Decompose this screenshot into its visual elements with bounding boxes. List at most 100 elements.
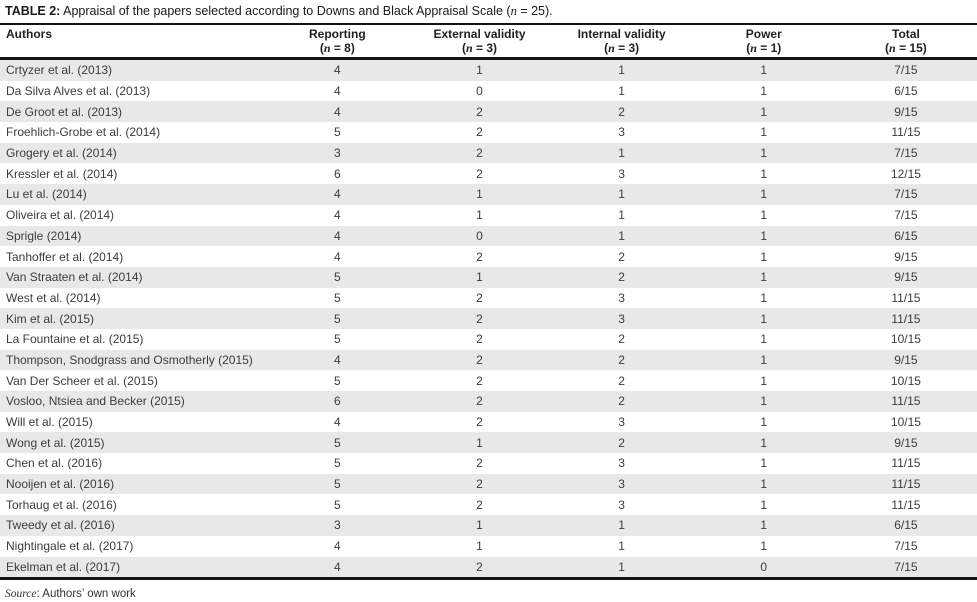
author-cell: Tweedy et al. (2016): [6, 518, 115, 533]
table-row: West et al. (2014) 5 2 3 1 11/15: [0, 287, 977, 309]
table-row: Van Der Scheer et al. (2015) 5 2 2 1 10/…: [0, 370, 977, 391]
internal-validity-cell: 2: [618, 104, 625, 119]
total-cell: 7/15: [894, 146, 918, 161]
power-cell: 1: [760, 539, 768, 554]
external-validity-cell: 2: [476, 415, 483, 430]
reporting-cell: 5: [333, 373, 341, 388]
reporting-cell: 4: [333, 84, 341, 99]
author-cell: Grogery et al. (2014): [6, 146, 117, 161]
external-validity-cell: 1: [476, 187, 483, 202]
external-validity-cell: 2: [476, 290, 483, 305]
reporting-cell: 5: [333, 477, 341, 492]
power-cell: 1: [760, 228, 768, 243]
reporting-cell: 6: [333, 166, 341, 181]
column-header-external-validity: External validity (n = 3): [408, 25, 551, 60]
reporting-cell: 4: [333, 63, 341, 78]
column-header-sub: (n = 3): [461, 40, 497, 55]
external-validity-cell: 2: [476, 104, 483, 119]
table-row: De Groot et al. (2013) 4 2 2 1 9/15: [0, 101, 977, 123]
table-row: Da Silva Alves et al. (2013) 4 0 1 1 6/1…: [0, 80, 977, 102]
author-cell: De Groot et al. (2013): [6, 104, 123, 119]
reporting-cell: 3: [333, 146, 341, 161]
total-cell: 12/15: [890, 166, 921, 181]
table-row: Tweedy et al. (2016) 3 1 1 1 6/15: [0, 515, 977, 536]
total-cell: 11/15: [891, 311, 921, 326]
column-header-sub: (n = 8): [319, 40, 355, 55]
internal-validity-cell: 1: [618, 63, 625, 78]
author-cell: Will et al. (2015): [6, 415, 93, 430]
reporting-cell: 5: [333, 332, 341, 347]
reporting-cell: 5: [333, 270, 341, 285]
power-cell: 1: [760, 415, 768, 430]
author-cell: Chen et al. (2016): [6, 456, 103, 471]
external-validity-cell: 2: [476, 311, 483, 326]
table-row: Thompson, Snodgrass and Osmotherly (2015…: [0, 349, 977, 371]
power-cell: 1: [760, 146, 768, 161]
internal-validity-cell: 2: [618, 435, 625, 450]
external-validity-cell: 2: [476, 394, 483, 409]
table-row: Nooijen et al. (2016) 5 2 3 1 11/15: [0, 473, 977, 495]
total-cell: 6/15: [894, 228, 918, 243]
power-cell: 1: [760, 456, 768, 471]
internal-validity-cell: 1: [618, 228, 625, 243]
author-cell: Kim et al. (2015): [6, 311, 95, 326]
internal-validity-cell: 2: [618, 394, 625, 409]
external-validity-cell: 2: [476, 456, 483, 471]
external-validity-cell: 2: [476, 373, 483, 388]
column-header-internal-validity: Internal validity (n = 3): [550, 25, 693, 60]
table-row: Crtyzer et al. (2013) 4 1 1 1 7/15: [0, 58, 977, 81]
internal-validity-cell: 1: [618, 539, 625, 554]
reporting-cell: 5: [333, 290, 341, 305]
reporting-cell: 4: [333, 208, 341, 223]
total-cell: 7/15: [894, 208, 918, 223]
internal-validity-cell: 3: [618, 497, 625, 512]
total-cell: 11/15: [891, 456, 921, 471]
author-cell: Crtyzer et al. (2013): [6, 63, 113, 78]
power-cell: 1: [760, 166, 768, 181]
table-row: Oliveira et al. (2014) 4 1 1 1 7/15: [0, 204, 977, 226]
internal-validity-cell: 3: [618, 166, 625, 181]
external-validity-cell: 2: [476, 166, 483, 181]
external-validity-cell: 2: [476, 146, 483, 161]
table-row: Grogery et al. (2014) 3 2 1 1 7/15: [0, 142, 977, 164]
appraisal-table: Authors Reporting (n = 8) External valid…: [0, 25, 977, 581]
total-cell: 9/15: [894, 435, 918, 450]
total-cell: 6/15: [894, 84, 918, 99]
power-cell: 1: [760, 290, 768, 305]
external-validity-cell: 1: [476, 63, 483, 78]
table-row: Vosloo, Ntsiea and Becker (2015) 6 2 2 1…: [0, 391, 977, 412]
power-cell: 1: [760, 63, 768, 78]
external-validity-cell: 2: [476, 352, 483, 367]
table-title-n: n: [510, 4, 517, 18]
column-header-label: Power: [745, 27, 782, 41]
power-cell: 1: [760, 270, 768, 285]
table-row: Van Straaten et al. (2014) 5 1 2 1 9/15: [0, 266, 977, 288]
column-header-power: Power (n = 1): [692, 25, 835, 60]
author-cell: Van Straaten et al. (2014): [6, 270, 143, 285]
table-row: Torhaug et al. (2016) 5 2 3 1 11/15: [0, 494, 977, 516]
internal-validity-cell: 3: [618, 290, 625, 305]
reporting-cell: 5: [333, 497, 341, 512]
total-cell: 11/15: [891, 477, 921, 492]
reporting-cell: 4: [333, 187, 341, 202]
internal-validity-cell: 2: [618, 332, 625, 347]
total-cell: 11/15: [891, 394, 921, 409]
table-row: Tanhoffer et al. (2014) 4 2 2 1 9/15: [0, 246, 977, 267]
column-header-label: External validity: [433, 27, 526, 41]
source-label: Source: [5, 588, 37, 601]
internal-validity-cell: 2: [618, 352, 625, 367]
column-header-sub: (n = 3): [604, 40, 640, 55]
power-cell: 1: [760, 352, 768, 367]
reporting-cell: 5: [333, 311, 341, 326]
reporting-cell: 6: [333, 394, 341, 409]
external-validity-cell: 2: [476, 249, 483, 264]
table-row: La Fountaine et al. (2015) 5 2 2 1 10/15: [0, 328, 977, 350]
reporting-cell: 5: [333, 456, 341, 471]
total-cell: 7/15: [894, 187, 918, 202]
total-cell: 9/15: [894, 270, 918, 285]
total-cell: 9/15: [894, 352, 918, 367]
internal-validity-cell: 2: [618, 270, 625, 285]
author-cell: Nooijen et al. (2016): [6, 477, 115, 492]
internal-validity-cell: 1: [618, 518, 625, 533]
author-cell: Nightingale et al. (2017): [6, 539, 134, 554]
